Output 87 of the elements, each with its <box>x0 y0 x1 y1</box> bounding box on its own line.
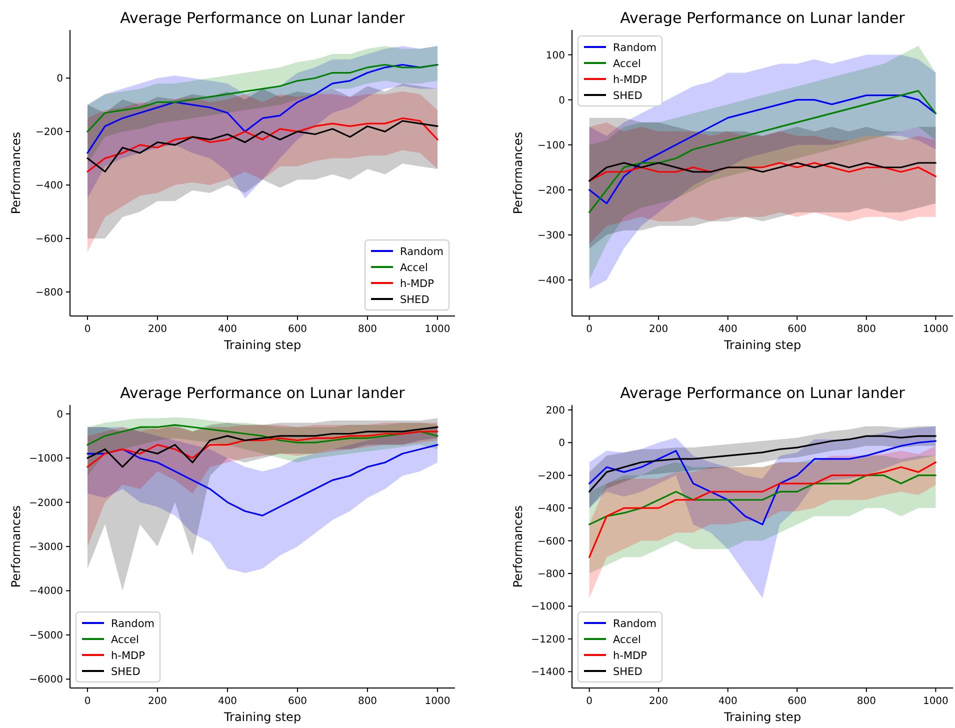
y-axis-title: Performances <box>9 132 23 214</box>
legend-label: h-MDP <box>613 650 647 662</box>
line-series <box>588 435 936 492</box>
line-series <box>86 64 438 132</box>
x-tick-label: 0 <box>84 696 91 707</box>
legend-label: SHED <box>400 294 430 306</box>
y-tick-label: −600 <box>36 234 63 245</box>
y-tick-label: −200 <box>538 185 565 196</box>
x-tick-label: 600 <box>288 324 308 335</box>
chart-title: Average Performance on Lunar lander <box>620 384 906 402</box>
y-tick-label: −1400 <box>531 667 565 678</box>
y-tick-label: −800 <box>538 568 565 580</box>
x-axis-title: Training step <box>222 338 302 352</box>
x-tick-label: 0 <box>84 324 91 335</box>
x-tick-label: 800 <box>358 324 378 335</box>
legend-label: Random <box>613 42 656 54</box>
y-tick-label: −200 <box>36 127 63 138</box>
legend-label: h-MDP <box>400 278 434 290</box>
legend-label: SHED <box>613 90 642 102</box>
x-tick-label: 800 <box>856 696 876 707</box>
x-tick-label: 200 <box>148 696 168 707</box>
legend-label: Accel <box>613 634 641 646</box>
y-axis-title: Performances <box>9 505 23 588</box>
legend-label: h-MDP <box>613 74 647 86</box>
line-series <box>588 162 936 182</box>
line-series <box>588 461 936 558</box>
y-tick-label: 0 <box>558 95 565 106</box>
y-tick-label: −800 <box>36 287 63 298</box>
chart-title: Average Performance on Lunar lander <box>620 9 906 27</box>
y-axis-title: Performances <box>511 505 525 588</box>
legend-label: SHED <box>111 666 140 678</box>
x-tick-label: 400 <box>218 324 238 335</box>
x-tick-label: 600 <box>788 696 807 707</box>
x-tick-label: 1000 <box>424 696 450 707</box>
x-axis-title: Training step <box>722 338 802 352</box>
legend-label: Accel <box>111 634 139 646</box>
legend-label: Accel <box>613 58 641 70</box>
y-tick-label: −300 <box>538 230 565 242</box>
y-tick-label: −400 <box>538 504 565 515</box>
x-tick-label: 1000 <box>922 696 948 707</box>
chart-title: Average Performance on Lunar lander <box>120 384 406 402</box>
y-tick-label: −400 <box>538 275 565 286</box>
x-tick-label: 400 <box>218 696 238 707</box>
legend-label: Random <box>111 618 154 630</box>
legend-label: Random <box>613 618 656 630</box>
y-tick-label: −1000 <box>29 454 63 465</box>
x-tick-label: 800 <box>856 324 876 335</box>
y-tick-label: 0 <box>56 74 63 85</box>
x-tick-label: 800 <box>358 696 378 707</box>
x-tick-label: 0 <box>586 696 593 707</box>
line-series <box>86 424 438 446</box>
y-tick-label: −1200 <box>531 634 565 646</box>
legend-label: Random <box>400 246 444 258</box>
y-tick-label: −3000 <box>29 542 63 553</box>
legend-label: Accel <box>400 262 428 274</box>
y-tick-label: −200 <box>538 470 565 482</box>
x-tick-label: 1000 <box>424 324 450 335</box>
x-tick-label: 600 <box>788 324 807 335</box>
y-tick-label: −4000 <box>29 586 63 598</box>
y-tick-label: −2000 <box>29 498 63 509</box>
y-tick-label: −600 <box>538 536 565 548</box>
x-tick-label: 200 <box>649 324 668 335</box>
x-tick-label: 400 <box>718 324 738 335</box>
line-series <box>588 474 936 526</box>
legend-label: SHED <box>613 666 642 678</box>
x-tick-label: 1000 <box>922 324 948 335</box>
y-tick-label: −100 <box>538 140 565 152</box>
line-series <box>588 440 936 526</box>
x-tick-label: 0 <box>586 324 593 335</box>
line-series <box>86 444 438 516</box>
y-tick-label: 0 <box>558 438 565 450</box>
x-tick-label: 400 <box>718 696 738 707</box>
x-axis-title: Training step <box>722 710 802 724</box>
legend-label: h-MDP <box>111 650 145 662</box>
x-tick-label: 600 <box>288 696 308 707</box>
y-axis-title: Performances <box>511 132 525 214</box>
y-tick-label: −400 <box>36 180 63 192</box>
y-tick-label: 200 <box>546 405 565 416</box>
y-tick-label: −6000 <box>29 674 63 686</box>
y-tick-label: 0 <box>56 409 63 420</box>
x-axis-title: Training step <box>222 710 302 724</box>
y-tick-label: −5000 <box>29 630 63 642</box>
y-tick-label: 100 <box>546 50 565 62</box>
y-tick-label: −1000 <box>531 602 565 613</box>
x-tick-label: 200 <box>148 324 168 335</box>
x-tick-label: 200 <box>649 696 668 707</box>
chart-title: Average Performance on Lunar lander <box>120 9 406 27</box>
